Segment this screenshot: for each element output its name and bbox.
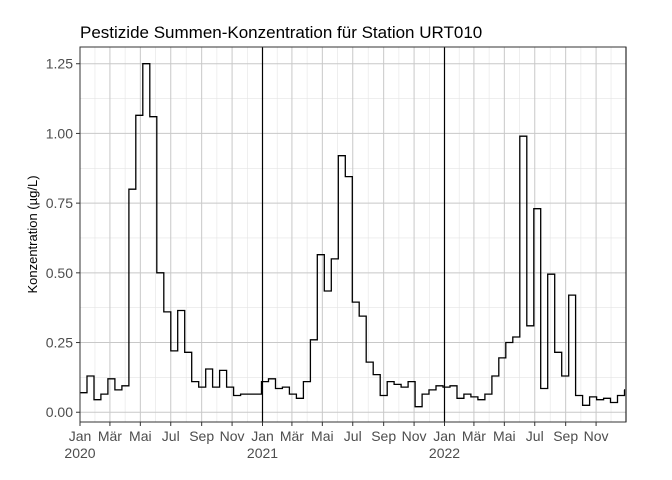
x-tick-year-label: 2021 — [247, 445, 278, 461]
x-tick-year-label: 2022 — [429, 445, 460, 461]
x-tick-label: Jan — [69, 428, 92, 444]
grid-major — [79, 47, 626, 422]
chart-title: Pestizide Summen-Konzentration für Stati… — [80, 23, 482, 42]
x-tick-label: Jul — [526, 428, 544, 444]
x-tick-label: Jan — [433, 428, 456, 444]
x-tick-label: Mai — [129, 428, 152, 444]
y-axis-label: Konzentration (µg/L) — [25, 175, 40, 293]
y-tick-label: 0.50 — [46, 265, 73, 281]
x-tick-label: Sep — [189, 428, 214, 444]
y-tick-label: 0.75 — [46, 195, 73, 211]
concentration-step-line — [80, 63, 626, 408]
x-tick-label: Sep — [553, 428, 578, 444]
x-tick-label: Jul — [344, 428, 362, 444]
x-tick-label: Jul — [162, 428, 180, 444]
y-tick-label: 1.25 — [46, 56, 73, 72]
y-tick-label: 1.00 — [46, 125, 73, 141]
y-tick-label: 0.25 — [46, 335, 73, 351]
x-tick-label: Mär — [98, 428, 122, 444]
year-lines — [261, 47, 627, 422]
x-tick-label: Nov — [584, 428, 609, 444]
x-tick-year-label: 2020 — [64, 445, 95, 461]
x-tick-label: Sep — [371, 428, 396, 444]
x-tick-label: Mär — [280, 428, 304, 444]
x-tick-label: Nov — [220, 428, 245, 444]
y-axis: 0.00 0.25 0.50 0.75 1.00 1.25 — [46, 56, 80, 420]
x-tick-label: Mai — [493, 428, 516, 444]
grid-minor — [80, 47, 626, 422]
x-tick-label: Jan — [251, 428, 274, 444]
y-tick-label: 0.00 — [46, 404, 73, 420]
x-tick-label: Mai — [311, 428, 334, 444]
x-tick-label: Nov — [402, 428, 427, 444]
x-tick-label: Mär — [462, 428, 486, 444]
